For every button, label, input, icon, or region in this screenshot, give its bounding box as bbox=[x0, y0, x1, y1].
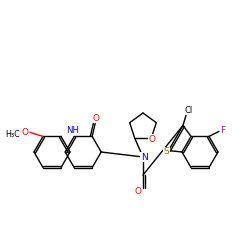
Text: O: O bbox=[93, 114, 100, 123]
Text: F: F bbox=[220, 126, 226, 135]
Text: Cl: Cl bbox=[185, 106, 193, 115]
Text: N: N bbox=[140, 152, 147, 162]
Text: O: O bbox=[149, 135, 156, 144]
Text: S: S bbox=[164, 147, 169, 156]
Text: NH: NH bbox=[66, 126, 79, 135]
Text: O: O bbox=[22, 128, 29, 137]
Text: H₃C: H₃C bbox=[5, 130, 20, 139]
Text: O: O bbox=[134, 188, 141, 196]
